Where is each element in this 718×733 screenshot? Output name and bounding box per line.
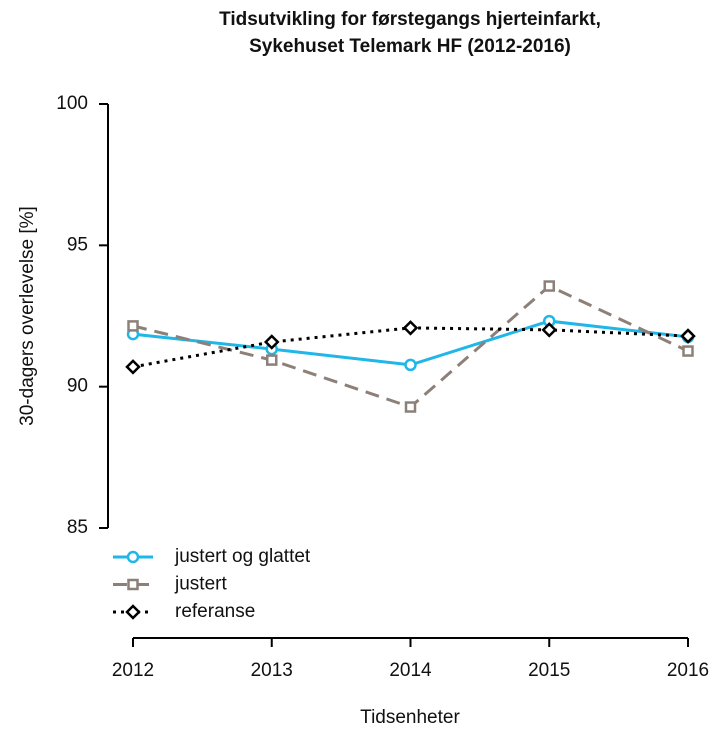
- x-tick-label: 2015: [528, 660, 570, 681]
- y-tick-label: 95: [67, 234, 88, 255]
- y-tick-label: 90: [67, 376, 88, 397]
- legend-marker: [127, 578, 139, 591]
- point: [127, 320, 139, 332]
- chart-title: Tidsutvikling for førstegangs hjerteinfa…: [219, 9, 601, 30]
- x-tick-label: 2013: [251, 660, 293, 681]
- point: [682, 345, 694, 357]
- point: [680, 328, 696, 344]
- point: [263, 334, 280, 350]
- x-tick-label: 2012: [112, 660, 154, 681]
- y-axis-label: 30-dagers overlevelse [%]: [17, 206, 38, 426]
- point: [125, 359, 141, 375]
- y-tick-label: 100: [56, 93, 88, 114]
- x-tick-label: 2014: [389, 660, 432, 681]
- legend-label: referanse: [175, 601, 255, 622]
- legend-marker: [126, 550, 140, 564]
- y-tick-label: 85: [67, 517, 88, 538]
- point: [541, 322, 558, 338]
- point: [404, 401, 417, 413]
- series-line: [132, 284, 689, 409]
- chart-title: Sykehuset Telemark HF (2012-2016): [249, 36, 571, 57]
- legend-label: justert: [174, 574, 227, 595]
- legend-label: justert og glattet: [174, 546, 311, 567]
- x-axis-label: Tidsenheter: [360, 707, 460, 728]
- point: [404, 358, 417, 372]
- point: [402, 320, 419, 336]
- legend-marker: [125, 604, 141, 620]
- point: [266, 354, 278, 366]
- x-tick-label: 2016: [667, 660, 709, 681]
- point: [543, 280, 555, 292]
